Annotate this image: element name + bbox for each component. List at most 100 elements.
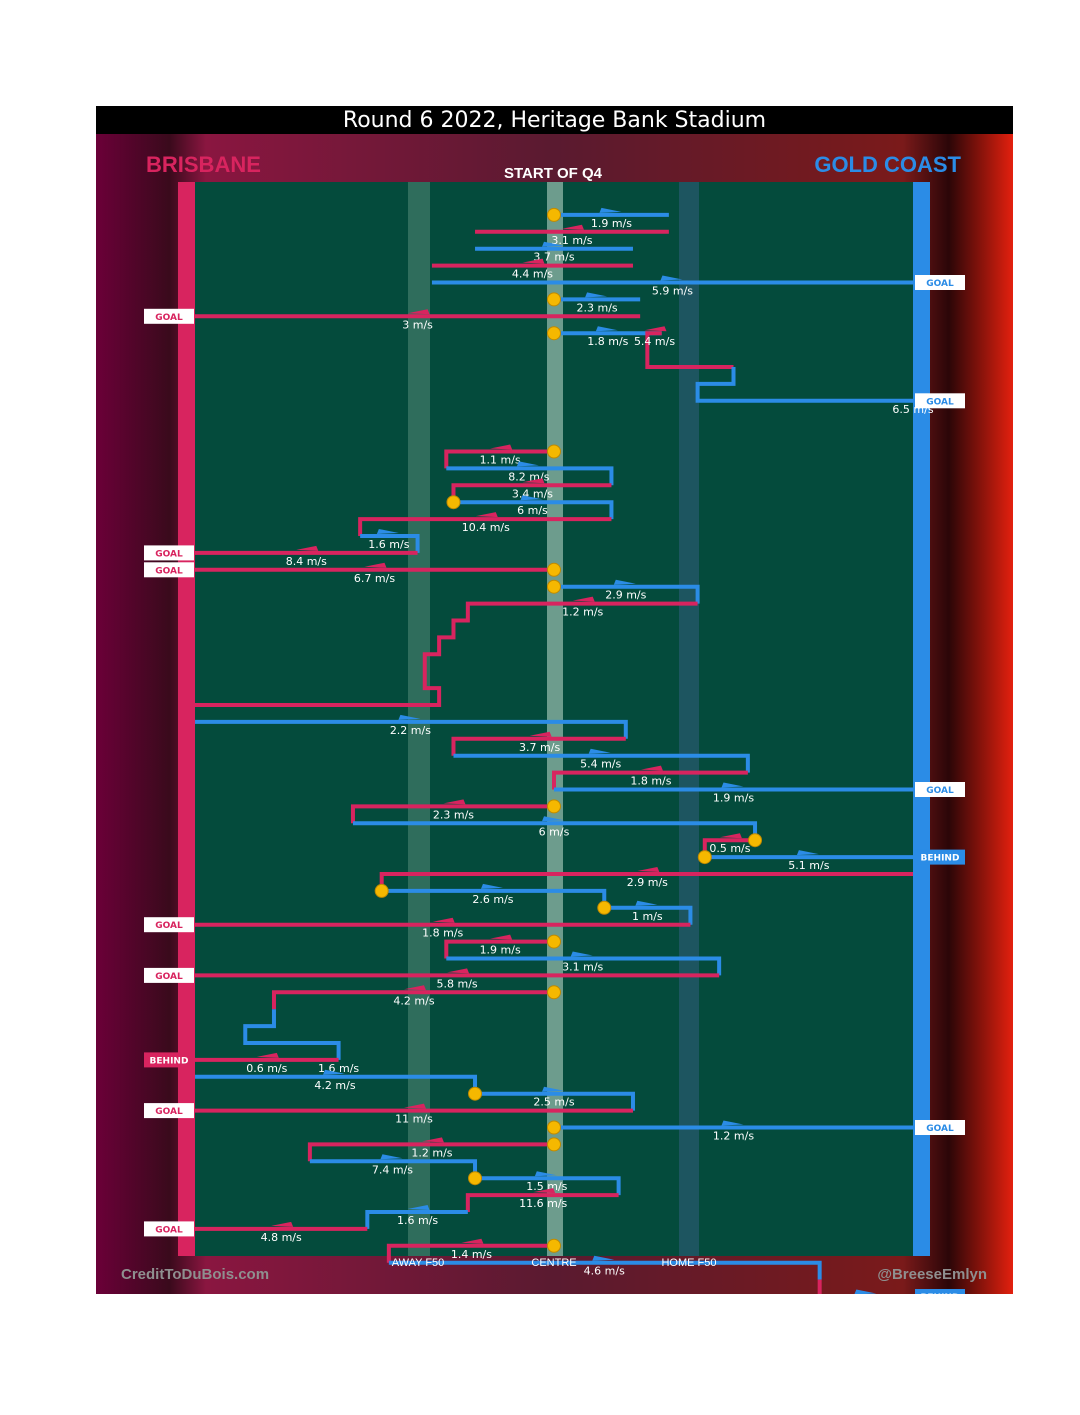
chain-segment: [695, 367, 913, 403]
chain-segment: [307, 1142, 554, 1162]
score-tag-label: GOAL: [155, 1225, 183, 1235]
direction-arrow: [364, 562, 387, 568]
direction-arrow: [542, 1086, 564, 1092]
direction-arrow: [542, 241, 564, 247]
chain-segment: [453, 500, 614, 520]
score-tag: [144, 1052, 194, 1068]
chain-segment: [475, 1091, 635, 1111]
direction-arrow: [520, 495, 543, 501]
score-tag: [144, 308, 194, 324]
chain-segment: [444, 449, 554, 469]
speed-label: 2.9 m/s: [627, 876, 668, 889]
speed-label: 5.9 m/s: [652, 285, 693, 298]
brisbane-goal-line: [178, 182, 195, 1256]
ball-up-marker: [374, 883, 389, 898]
direction-arrow: [585, 292, 608, 298]
home-f50-band: [679, 182, 699, 1256]
home-team-label: BRISBANE: [146, 152, 261, 177]
score-tag-label: GOAL: [155, 566, 183, 576]
ball-up-marker: [547, 562, 561, 577]
chain-segment: [451, 736, 626, 756]
speed-label: 1.9 m/s: [480, 944, 521, 957]
chain-segment: [350, 804, 554, 824]
direction-arrow: [721, 1120, 744, 1126]
speed-label: 3 m/s: [402, 318, 433, 331]
chain-segment: [360, 534, 420, 553]
chain-segment: [386, 1243, 554, 1263]
score-tag: [915, 275, 965, 290]
centre-axis-label: CENTRE: [531, 1257, 577, 1269]
direction-arrow: [570, 951, 593, 957]
chain-segment: [358, 517, 612, 536]
score-tag: [144, 967, 194, 983]
chain-segment: [195, 719, 628, 739]
speed-label: 0.6 m/s: [246, 1062, 287, 1075]
direction-arrow: [256, 1052, 279, 1058]
direction-arrow: [475, 512, 498, 518]
score-tag: [144, 545, 194, 561]
speed-label: 1.8 m/s: [630, 775, 671, 788]
speed-label: 1.1 m/s: [480, 454, 521, 467]
direction-arrow: [296, 545, 319, 551]
speed-label: 11.6 m/s: [519, 1197, 567, 1210]
direction-arrow: [595, 326, 618, 332]
possession-chains: 1.9 m/s 3.1 m/s 3.7 m/s 4.4 m/s 5.9 m/s GOAL 2…: [144, 207, 965, 1294]
direction-arrow: [721, 782, 744, 788]
speed-label: 6.7 m/s: [354, 572, 395, 585]
speed-label: 5.8 m/s: [436, 977, 477, 990]
speed-label: 1.2 m/s: [562, 606, 603, 619]
score-tag-label: GOAL: [926, 397, 954, 407]
speed-label: 2.5 m/s: [533, 1096, 574, 1109]
direction-arrow: [613, 579, 636, 585]
chain-segment: [554, 584, 700, 604]
chain-segment: [475, 1176, 621, 1196]
direction-arrow: [376, 529, 399, 534]
score-tag-label: GOAL: [155, 313, 183, 323]
speed-label: 5.4 m/s: [580, 758, 621, 771]
score-tag-label: GOAL: [155, 972, 183, 982]
direction-arrow: [599, 207, 622, 213]
direction-arrow: [640, 765, 663, 771]
speed-label: 4.2 m/s: [393, 994, 434, 1007]
direction-arrow: [534, 1171, 557, 1177]
speed-label: 2.9 m/s: [605, 589, 646, 602]
speed-label: 4.4 m/s: [512, 268, 553, 281]
speed-label: 4.6 m/s: [584, 1265, 625, 1278]
score-tag-label: GOAL: [926, 279, 954, 289]
direction-arrow: [533, 1188, 556, 1194]
score-tag: [915, 1289, 965, 1294]
direction-arrow: [271, 1221, 294, 1227]
gold-coast-goal-line: [913, 182, 930, 1256]
chain-segment: [444, 939, 554, 959]
score-tag: [915, 849, 965, 865]
speed-label: 5.4 m/s: [634, 335, 675, 348]
score-tag-label: GOAL: [155, 1107, 183, 1117]
direction-arrow: [572, 596, 595, 602]
speed-label: 1.9 m/s: [713, 792, 754, 805]
speed-label: 10.4 m/s: [462, 521, 510, 534]
direction-arrow: [635, 900, 658, 906]
speed-label: 1.6 m/s: [397, 1214, 438, 1227]
score-tag: [915, 782, 965, 797]
direction-arrow: [490, 934, 513, 940]
speed-label: 5.1 m/s: [788, 859, 829, 872]
chain-segment: [388, 1260, 822, 1280]
ball-up-marker: [547, 292, 561, 307]
speed-label: 1.2 m/s: [713, 1130, 754, 1143]
direction-arrow: [403, 1103, 426, 1109]
speed-label: 3.1 m/s: [562, 961, 603, 974]
period-label: START OF Q4: [503, 165, 603, 182]
direction-arrow: [490, 444, 513, 450]
score-tag-label: GOAL: [155, 549, 183, 559]
speed-label: 6 m/s: [517, 504, 548, 517]
speed-label: 1.6 m/s: [368, 538, 409, 551]
score-tag-label: BEHIND: [150, 1056, 189, 1066]
ball-up-marker: [446, 495, 461, 510]
direction-arrow: [380, 1154, 403, 1160]
score-tag: [144, 562, 194, 578]
chain-segment: [645, 331, 734, 369]
speed-label: 8.4 m/s: [286, 555, 327, 568]
chart-title: Round 6 2022, Heritage Bank Stadium: [96, 106, 1013, 134]
direction-arrow: [403, 985, 426, 991]
direction-arrow: [432, 917, 455, 923]
